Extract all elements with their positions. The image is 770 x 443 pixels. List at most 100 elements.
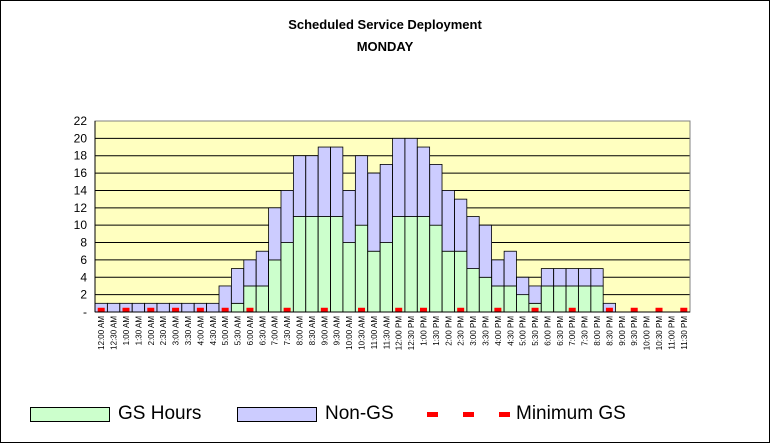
x-tick-label: 1:00 AM: [122, 316, 131, 346]
x-tick-label: 6:30 PM: [556, 316, 565, 346]
x-tick-label: 10:00 AM: [345, 316, 354, 350]
marker-minimum-gs: [680, 307, 688, 312]
bar-gs-hours: [578, 285, 592, 313]
x-tick-label: 7:00 AM: [271, 316, 280, 346]
x-tick-label: 11:00 PM: [667, 316, 676, 350]
x-tick-label: 1:30 PM: [432, 316, 441, 346]
x-tick-label: 6:00 PM: [543, 316, 552, 346]
bar-non-gs: [305, 155, 319, 217]
x-tick-label: 9:30 PM: [630, 316, 639, 346]
bar-gs-hours: [367, 250, 381, 313]
bar-gs-hours: [354, 224, 369, 313]
marker-minimum-gs: [122, 307, 130, 312]
bar-gs-hours: [330, 216, 344, 313]
x-tick-label: 2:00 AM: [147, 316, 156, 346]
bar-non-gs: [478, 224, 493, 278]
bar-gs-hours: [503, 285, 517, 313]
bar-non-gs: [231, 268, 245, 304]
marker-minimum-gs: [283, 307, 291, 312]
y-tick-label: 2: [80, 288, 87, 302]
marker-minimum-gs: [605, 307, 613, 312]
bar-gs-hours: [466, 268, 480, 313]
bar-gs-hours: [540, 285, 554, 313]
y-tick-label: 6: [80, 253, 87, 267]
x-tick-label: 11:30 AM: [382, 316, 391, 350]
x-tick-label: 9:30 AM: [333, 316, 342, 346]
bar-gs-hours: [292, 216, 307, 313]
x-tick-label: 3:00 AM: [172, 316, 181, 346]
legend-label-gs-hours: GS Hours: [118, 403, 202, 424]
legend-item-minimum-gs: Minimum GS: [427, 400, 626, 428]
marker-minimum-gs: [147, 307, 155, 312]
x-tick-label: 4:00 AM: [196, 316, 205, 346]
x-tick-label: 3:30 PM: [481, 316, 490, 346]
y-tick-label: 18: [74, 149, 88, 163]
bar-non-gs: [429, 164, 443, 226]
bar-non-gs: [565, 268, 579, 287]
bar-non-gs: [454, 198, 468, 252]
x-tick-label: 12:30 AM: [110, 316, 119, 350]
bar-non-gs: [503, 250, 517, 287]
x-tick-label: 2:30 AM: [159, 316, 168, 346]
bar-non-gs: [268, 207, 282, 261]
bar-gs-hours: [317, 216, 331, 313]
marker-minimum-gs: [419, 307, 427, 312]
bar-non-gs: [590, 268, 604, 287]
bar-non-gs: [516, 276, 530, 296]
bar-gs-hours: [429, 224, 443, 313]
bar-non-gs: [292, 155, 307, 217]
bar-non-gs: [131, 302, 145, 313]
bar-gs-hours: [416, 216, 431, 313]
x-tick-label: 10:30 PM: [655, 316, 664, 351]
bar-gs-hours: [342, 242, 356, 313]
y-tick-label: 16: [74, 166, 88, 180]
marker-minimum-gs: [630, 307, 638, 312]
y-tick-label: 4: [80, 270, 87, 284]
bar-non-gs: [441, 190, 455, 252]
y-tick-label: -: [83, 305, 87, 319]
bar-gs-hours: [553, 285, 567, 313]
marker-minimum-gs: [655, 307, 663, 312]
bar-non-gs: [553, 268, 567, 287]
bar-non-gs: [528, 285, 542, 304]
bar-gs-hours: [231, 302, 245, 313]
bar-non-gs: [578, 268, 592, 287]
x-tick-label: 12:00 AM: [97, 316, 106, 350]
bar-gs-hours: [255, 285, 269, 313]
x-tick-label: 8:00 AM: [296, 316, 305, 346]
x-tick-label: 2:30 PM: [457, 316, 466, 346]
marker-minimum-gs: [358, 307, 366, 312]
bar-non-gs: [416, 146, 431, 217]
chart-legend: GS Hours Non-GS Minimum GS: [0, 398, 770, 434]
x-tick-label: 6:30 AM: [258, 316, 267, 346]
bar-non-gs: [206, 302, 220, 313]
y-tick-label: 12: [74, 201, 88, 215]
x-tick-label: 5:30 PM: [531, 316, 540, 346]
bar-non-gs: [540, 268, 554, 287]
x-tick-label: 1:30 AM: [134, 316, 143, 346]
bar-non-gs: [156, 302, 170, 313]
legend-item-gs-hours: GS Hours: [30, 400, 201, 428]
marker-minimum-gs: [172, 307, 180, 312]
x-tick-label: 4:30 AM: [209, 316, 218, 346]
marker-minimum-gs: [395, 307, 403, 312]
chart-subtitle: MONDAY: [356, 39, 414, 54]
x-tick-label: 12:00 PM: [395, 316, 404, 351]
marker-minimum-gs: [221, 307, 229, 312]
x-tick-label: 10:00 PM: [643, 316, 652, 351]
bar-gs-hours: [516, 294, 530, 313]
bar-gs-hours: [404, 216, 418, 313]
legend-item-non-gs: Non-GS: [237, 400, 394, 428]
x-tick-label: 8:30 PM: [605, 316, 614, 346]
y-tick-label: 20: [74, 131, 88, 145]
marker-minimum-gs: [457, 307, 465, 312]
bar-non-gs: [255, 250, 269, 287]
x-tick-label: 1:00 PM: [419, 316, 428, 346]
bar-non-gs: [379, 164, 393, 243]
legend-swatch-non-gs: [237, 406, 317, 422]
bar-gs-hours: [454, 250, 468, 313]
x-tick-label: 8:00 PM: [593, 316, 602, 346]
y-tick-label: 22: [74, 114, 88, 128]
x-tick-label: 10:30 AM: [358, 316, 367, 350]
legend-label-minimum-gs: Minimum GS: [516, 403, 626, 424]
